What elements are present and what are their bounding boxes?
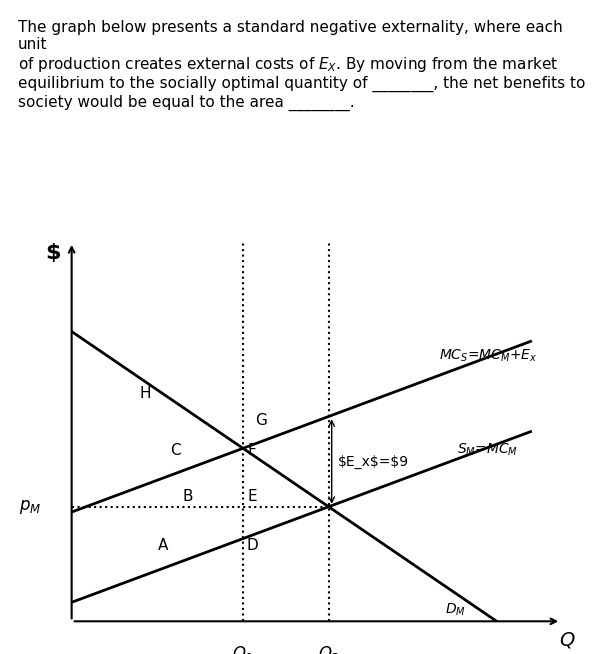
Text: $D_M$: $D_M$ — [445, 601, 466, 617]
Text: $MC_S$=$MC_M$+$E_x$: $MC_S$=$MC_M$+$E_x$ — [439, 348, 537, 364]
Text: $: $ — [45, 243, 61, 264]
Text: D: D — [247, 538, 258, 553]
Text: H: H — [139, 387, 151, 401]
Text: $S_M$=$MC_M$: $S_M$=$MC_M$ — [457, 442, 518, 458]
Text: E: E — [247, 489, 257, 504]
Text: $p_M$: $p_M$ — [19, 498, 41, 516]
Text: C: C — [170, 443, 181, 458]
Text: The graph below presents a standard negative externality, where each unit
of pro: The graph below presents a standard nega… — [18, 20, 585, 111]
Text: A: A — [158, 538, 168, 553]
Text: Q: Q — [559, 630, 575, 650]
Text: $Q_2$: $Q_2$ — [318, 644, 339, 654]
Text: G: G — [256, 413, 267, 428]
Text: F: F — [248, 443, 257, 458]
Text: B: B — [183, 489, 193, 504]
Text: $E_x$=$9: $E_x$=$9 — [338, 455, 409, 469]
Text: $Q_1$: $Q_1$ — [232, 644, 254, 654]
